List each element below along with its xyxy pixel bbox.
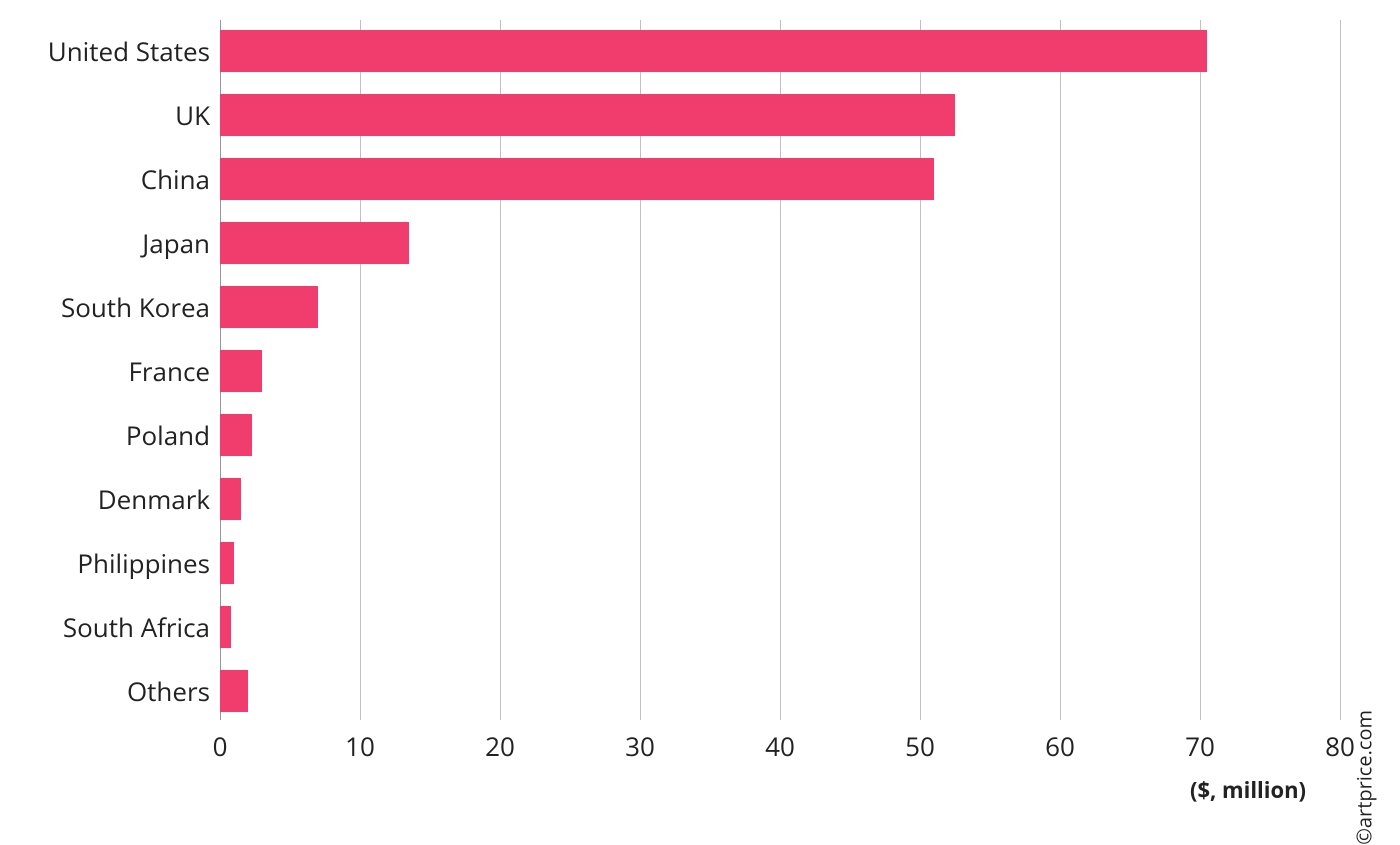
chart-container: ($, million) ©artprice.com 0102030405060… <box>0 0 1400 810</box>
bar <box>220 606 231 648</box>
y-category-label: Denmark <box>10 478 210 520</box>
bar <box>220 542 234 584</box>
x-tick-label: 80 <box>1325 728 1355 764</box>
y-category-label: Japan <box>10 222 210 264</box>
bar <box>220 350 262 392</box>
y-category-label: UK <box>10 94 210 136</box>
x-tick-label: 20 <box>485 728 515 764</box>
x-tick-label: 70 <box>1185 728 1215 764</box>
y-category-label: South Africa <box>10 606 210 648</box>
y-category-label: United States <box>10 30 210 72</box>
plot-area <box>220 20 1340 720</box>
x-tick-label: 0 <box>213 728 228 764</box>
gridline <box>1200 20 1201 720</box>
credit-label: ©artprice.com <box>1351 710 1378 845</box>
y-category-label: China <box>10 158 210 200</box>
y-category-label: Others <box>10 670 210 712</box>
y-category-label: South Korea <box>10 286 210 328</box>
x-tick-label: 10 <box>345 728 375 764</box>
bar <box>220 286 318 328</box>
bar <box>220 670 248 712</box>
bar <box>220 30 1207 72</box>
bar <box>220 94 955 136</box>
bar <box>220 414 252 456</box>
x-tick-label: 40 <box>765 728 795 764</box>
x-tick-label: 50 <box>905 728 935 764</box>
bar <box>220 478 241 520</box>
y-category-label: Philippines <box>10 542 210 584</box>
bar <box>220 222 409 264</box>
x-tick-label: 60 <box>1045 728 1075 764</box>
gridline <box>1340 20 1341 720</box>
y-category-label: Poland <box>10 414 210 456</box>
y-category-label: France <box>10 350 210 392</box>
x-axis-title: ($, million) <box>1190 775 1306 805</box>
gridline <box>1060 20 1061 720</box>
x-tick-label: 30 <box>625 728 655 764</box>
bar <box>220 158 934 200</box>
